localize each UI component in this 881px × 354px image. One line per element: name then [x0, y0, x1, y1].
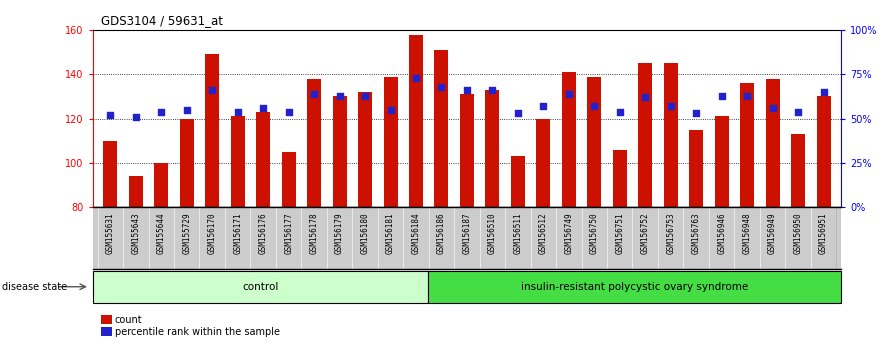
Bar	[663, 63, 677, 207]
Text: control: control	[242, 282, 278, 292]
Bar	[154, 163, 168, 207]
Text: GSM156184: GSM156184	[411, 212, 420, 254]
Text: GSM156186: GSM156186	[437, 212, 446, 254]
Point	[129, 114, 143, 120]
Bar	[511, 156, 525, 207]
Point	[282, 109, 296, 114]
Point	[714, 93, 729, 98]
Bar	[205, 55, 219, 207]
Bar	[766, 79, 780, 207]
Point	[205, 87, 219, 93]
Text: GDS3104 / 59631_at: GDS3104 / 59631_at	[101, 14, 223, 27]
Bar	[434, 50, 448, 207]
Text: GSM155643: GSM155643	[131, 212, 140, 254]
Text: GSM156170: GSM156170	[208, 212, 217, 254]
Bar	[537, 119, 551, 207]
Bar	[791, 134, 805, 207]
Text: count: count	[115, 315, 142, 325]
Point	[562, 91, 576, 97]
Bar	[383, 76, 397, 207]
Bar	[358, 92, 372, 207]
Bar	[740, 83, 754, 207]
Text: GSM155644: GSM155644	[157, 212, 166, 254]
Bar	[714, 116, 729, 207]
Text: percentile rank within the sample: percentile rank within the sample	[115, 327, 279, 337]
Point	[740, 93, 754, 98]
Text: GSM156951: GSM156951	[819, 212, 828, 254]
Point	[791, 109, 805, 114]
Text: GSM156751: GSM156751	[615, 212, 625, 254]
Bar	[93, 271, 428, 303]
Text: GSM156750: GSM156750	[589, 212, 599, 254]
Text: GSM156950: GSM156950	[794, 212, 803, 254]
Point	[409, 75, 423, 81]
Text: GSM156946: GSM156946	[717, 212, 726, 254]
Text: insulin-resistant polycystic ovary syndrome: insulin-resistant polycystic ovary syndr…	[522, 282, 748, 292]
Text: GSM156178: GSM156178	[309, 212, 319, 254]
Bar	[282, 152, 296, 207]
Bar	[180, 119, 194, 207]
Text: GSM156511: GSM156511	[514, 212, 522, 254]
Point	[511, 110, 525, 116]
Point	[332, 93, 346, 98]
Point	[485, 87, 500, 93]
Text: GSM156948: GSM156948	[743, 212, 751, 254]
Bar	[256, 112, 270, 207]
Bar	[588, 76, 602, 207]
Bar	[485, 90, 500, 207]
Bar	[129, 176, 143, 207]
Point	[588, 103, 602, 109]
Text: GSM155729: GSM155729	[182, 212, 191, 254]
Bar	[562, 72, 576, 207]
Text: GSM156510: GSM156510	[488, 212, 497, 254]
Text: GSM156949: GSM156949	[768, 212, 777, 254]
Bar	[307, 79, 321, 207]
Text: GSM156179: GSM156179	[335, 212, 344, 254]
Bar	[332, 96, 346, 207]
Point	[307, 91, 322, 97]
Bar	[103, 141, 117, 207]
Point	[231, 109, 245, 114]
Text: GSM156180: GSM156180	[360, 212, 369, 254]
Point	[766, 105, 780, 111]
Point	[689, 110, 703, 116]
Text: GSM156177: GSM156177	[285, 212, 293, 254]
Text: GSM156512: GSM156512	[539, 212, 548, 254]
Point	[358, 93, 372, 98]
Bar	[409, 34, 423, 207]
Point	[612, 109, 626, 114]
Text: GSM156181: GSM156181	[386, 212, 395, 254]
Text: GSM156176: GSM156176	[259, 212, 268, 254]
Text: GSM156187: GSM156187	[463, 212, 471, 254]
Point	[537, 103, 551, 109]
Bar	[689, 130, 703, 207]
Point	[434, 84, 448, 90]
Text: GSM156171: GSM156171	[233, 212, 242, 254]
Text: GSM156752: GSM156752	[640, 212, 649, 254]
Point	[383, 107, 397, 113]
Bar	[817, 96, 831, 207]
Text: GSM156763: GSM156763	[692, 212, 700, 254]
Point	[103, 112, 117, 118]
Point	[256, 105, 270, 111]
Point	[154, 109, 168, 114]
Bar	[428, 271, 841, 303]
Text: GSM156749: GSM156749	[565, 212, 574, 254]
Point	[460, 87, 474, 93]
Bar	[613, 149, 626, 207]
Bar	[460, 94, 474, 207]
Point	[180, 107, 194, 113]
Point	[663, 103, 677, 109]
Text: disease state: disease state	[2, 282, 67, 292]
Bar	[638, 63, 652, 207]
Text: GSM156753: GSM156753	[666, 212, 675, 254]
Bar	[231, 116, 245, 207]
Text: GSM155631: GSM155631	[106, 212, 115, 254]
Point	[638, 95, 652, 100]
Point	[817, 89, 831, 95]
